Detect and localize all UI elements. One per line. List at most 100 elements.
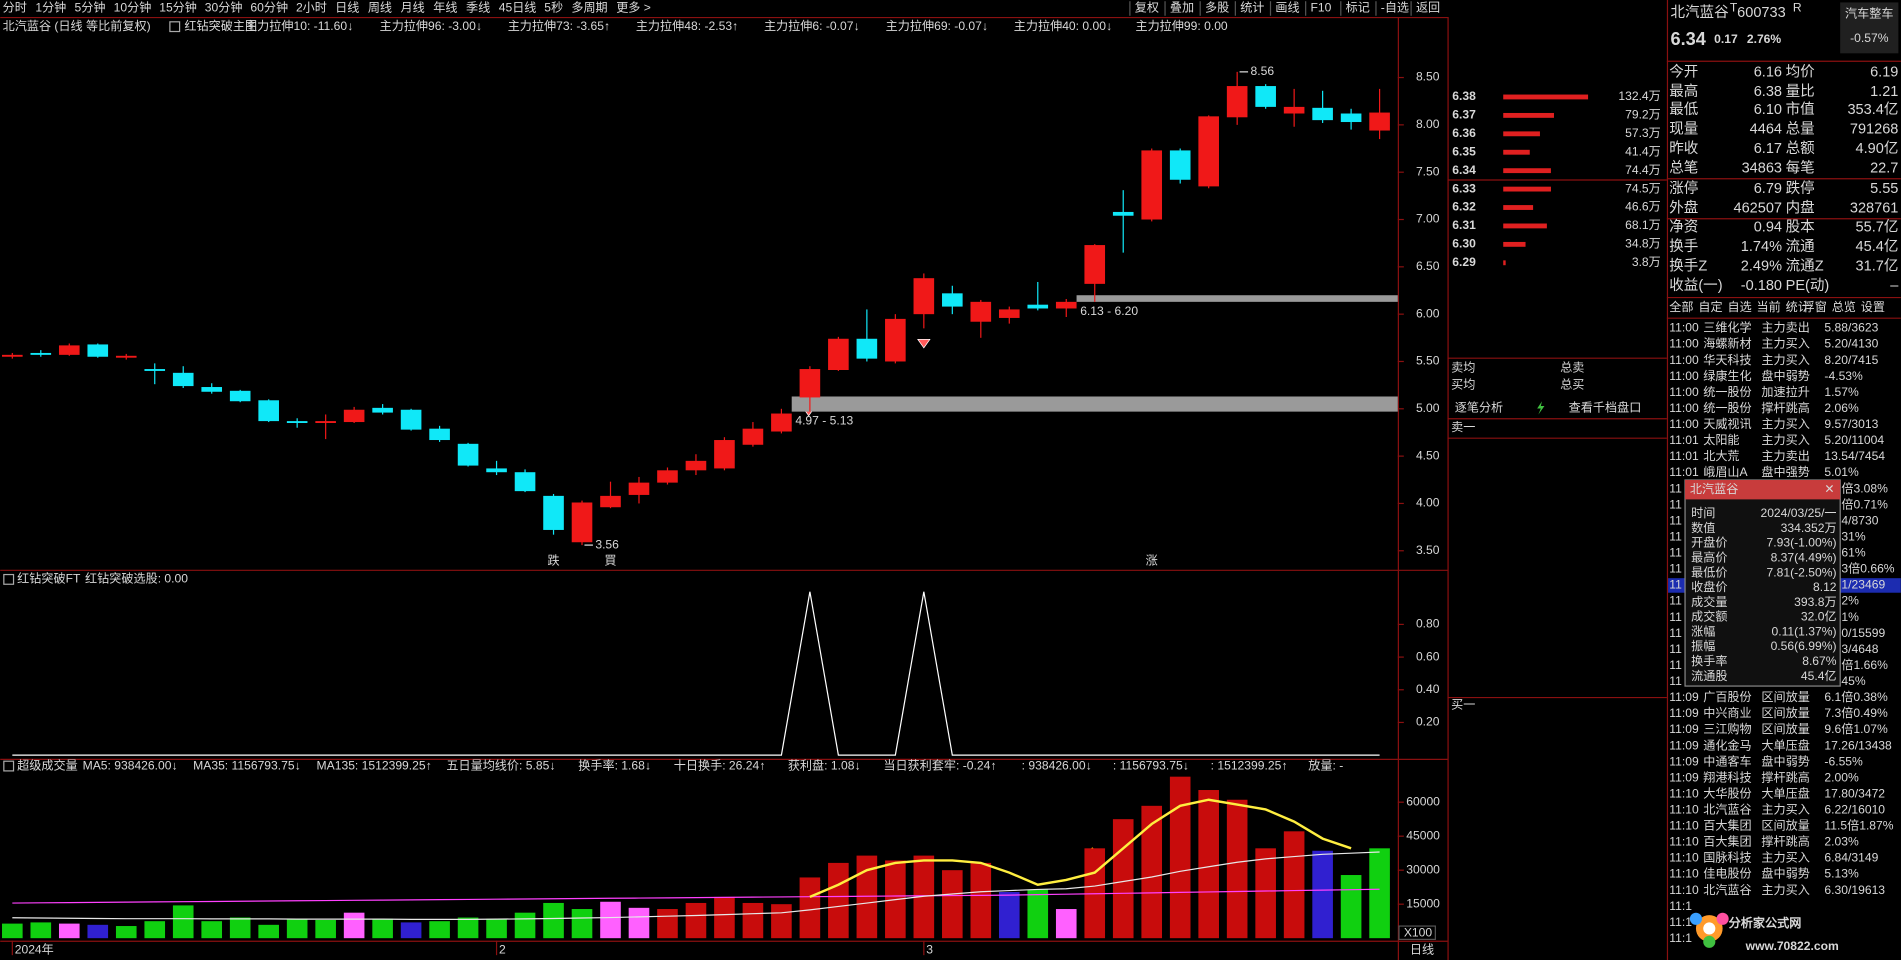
trade-kind: 区间放量: [1761, 689, 1809, 704]
trade-stock[interactable]: 国脉科技: [1703, 850, 1751, 865]
quote-tab[interactable]: 当前: [1757, 299, 1781, 314]
volume-bar: [514, 912, 536, 939]
trade-stock[interactable]: 统一股份: [1703, 401, 1751, 415]
trade-stock[interactable]: 北汽蓝谷: [1703, 802, 1751, 817]
quote-tab[interactable]: 统计: [1786, 300, 1810, 314]
trade-stock[interactable]: 华天科技: [1703, 352, 1751, 367]
volume-bar: [1369, 848, 1390, 939]
trade-stock[interactable]: 中通客车: [1703, 753, 1751, 768]
y-tick-label: 7.00: [1416, 212, 1440, 226]
toolbar-item[interactable]: 叠加: [1170, 1, 1194, 15]
stat-label: 昨收: [1669, 140, 1698, 157]
book-price: 6.34: [1452, 163, 1476, 177]
quote-tab[interactable]: 自选: [1727, 300, 1751, 314]
trade-stock[interactable]: 通化金马: [1703, 737, 1751, 752]
quote-tab[interactable]: 总览: [1832, 299, 1856, 314]
book-price: 6.31: [1452, 218, 1476, 232]
toolbar-item[interactable]: 30分钟: [205, 0, 243, 15]
toolbar-item[interactable]: 1分钟: [35, 0, 66, 15]
toolbar-item[interactable]: 分时: [3, 1, 27, 15]
volume-bar: [144, 921, 166, 939]
trade-stock[interactable]: 海螺新材: [1703, 336, 1751, 351]
popup-value: 0.56(6.99%): [1771, 639, 1837, 653]
trade-stock[interactable]: 百大集团: [1703, 818, 1751, 833]
toolbar-item[interactable]: 季线: [466, 1, 490, 15]
trade-stock[interactable]: 百大集团: [1703, 834, 1751, 849]
sector-box[interactable]: [1840, 2, 1899, 54]
quote-tab[interactable]: 全部: [1669, 299, 1693, 314]
book-link[interactable]: 逐笔分析: [1455, 400, 1503, 415]
toolbar-item[interactable]: 多股: [1205, 1, 1229, 15]
volume-bar: [400, 922, 422, 939]
toolbar-item[interactable]: 复权: [1135, 1, 1159, 15]
candle-body: [1027, 304, 1049, 309]
trade-value: 1%: [1841, 610, 1859, 624]
quote-tab[interactable]: 设置: [1861, 300, 1885, 314]
stat-value: 1.74%: [1741, 239, 1782, 255]
toolbar-item[interactable]: 返回: [1416, 1, 1440, 15]
trade-time: 11:1: [1669, 931, 1692, 945]
candle-body: [828, 338, 849, 370]
toolbar-item[interactable]: 周线: [368, 1, 392, 15]
indicator-value: 主力拉伸10: -11.60↓: [245, 18, 353, 33]
toolbar-item[interactable]: 5分钟: [75, 0, 106, 15]
trade-stock[interactable]: 统一股份: [1703, 385, 1751, 399]
toolbar-item[interactable]: 画线: [1275, 1, 1299, 15]
toolbar-item[interactable]: 日线: [335, 1, 359, 15]
trade-stock[interactable]: 绿康生化: [1703, 368, 1751, 383]
stat-label: 股本: [1786, 219, 1816, 236]
toolbar-item[interactable]: 标记: [1346, 1, 1370, 15]
stat-label: 每笔: [1786, 159, 1815, 176]
trade-stock[interactable]: 北大荒: [1703, 449, 1739, 463]
trade-stock[interactable]: 中兴商业: [1703, 705, 1751, 720]
toolbar-item[interactable]: 15分钟: [159, 0, 197, 15]
toolbar-item[interactable]: 10分钟: [114, 0, 152, 15]
toolbar-item[interactable]: 年线: [433, 1, 457, 15]
trade-kind: 盘中弱势: [1761, 866, 1809, 881]
toolbar-item[interactable]: 2小时: [296, 1, 327, 15]
zone-label: 6.13 - 6.20: [1080, 304, 1138, 318]
toolbar-item[interactable]: 月线: [401, 1, 425, 15]
trade-stock[interactable]: 北汽蓝谷: [1703, 882, 1751, 897]
toolbar-item[interactable]: -自选: [1381, 1, 1409, 15]
trade-stock[interactable]: 三江购物: [1703, 721, 1751, 736]
trade-kind: 主力卖出: [1761, 449, 1809, 463]
trade-stock[interactable]: 天威视讯: [1703, 416, 1751, 431]
volume-bar: [229, 917, 251, 939]
trade-stock[interactable]: 峨眉山A: [1703, 465, 1748, 479]
trade-value: 2.06%: [1824, 401, 1859, 415]
trade-stock[interactable]: 广百股份: [1703, 690, 1751, 704]
candle-body: [2, 354, 23, 357]
stat-value: -0.180: [1741, 278, 1782, 294]
popup-label: 流通股: [1691, 669, 1727, 683]
toolbar-item[interactable]: 60分钟: [250, 0, 288, 15]
book-volume-bar: [1503, 149, 1530, 155]
book-link[interactable]: 查看千档盘口: [1569, 400, 1642, 415]
toolbar-item[interactable]: F10: [1311, 1, 1332, 15]
trade-time: 11:00: [1669, 321, 1699, 335]
trade-stock[interactable]: 翔港科技: [1703, 770, 1751, 784]
trade-stock[interactable]: 三维化学: [1703, 320, 1751, 335]
y-tick-label: 30000: [1406, 862, 1440, 876]
candle-body: [799, 369, 821, 398]
trade-time: 11:09: [1669, 706, 1699, 720]
toolbar-item[interactable]: 统计: [1240, 1, 1264, 15]
trade-stock[interactable]: 佳电股份: [1703, 867, 1751, 881]
sector-change: -0.57%: [1850, 31, 1889, 45]
quote-tab[interactable]: 浮窗: [1803, 300, 1827, 314]
toolbar-item[interactable]: 更多 >: [616, 1, 651, 15]
book-volume: 3.8万: [1632, 255, 1661, 269]
candle-body: [58, 345, 80, 355]
toolbar-item[interactable]: 多周期: [571, 1, 607, 15]
quote-tab[interactable]: 自定: [1698, 299, 1722, 314]
toolbar-item[interactable]: 45日线: [499, 1, 537, 15]
trade-stock[interactable]: 大华股份: [1703, 785, 1751, 800]
book-volume: 41.4万: [1625, 144, 1661, 158]
volume-bar: [457, 917, 479, 939]
candle-body: [1312, 107, 1333, 121]
trade-stock[interactable]: 太阳能: [1703, 432, 1739, 447]
trade-kind: 撑杆跳高: [1761, 400, 1809, 415]
popup-close[interactable]: ✕: [1824, 482, 1834, 496]
toolbar-item[interactable]: 5秒: [544, 1, 563, 15]
